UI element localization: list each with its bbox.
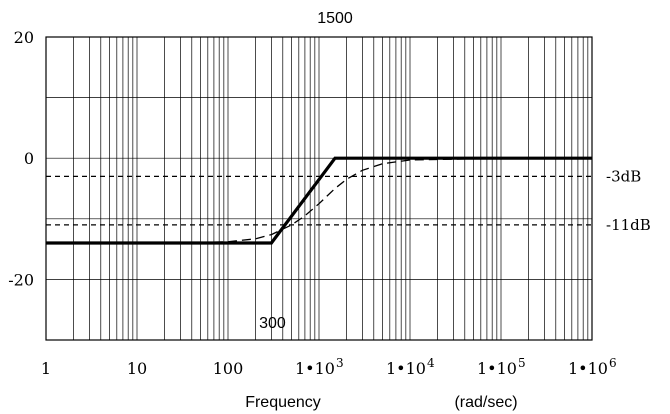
reference-line-label: -11dB [606,216,651,234]
x-tick-label: 1 [41,359,51,378]
reference-line-label: -3dB [606,167,641,185]
x-tick-label: 10 [127,359,147,378]
annotations: 1500 300 [259,10,353,332]
x-tick-exponent: 5 [518,356,526,370]
x-axis-unit: (rad/sec) [454,394,517,411]
series-group [46,156,592,245]
actual-magnitude-curve [46,157,592,244]
x-tick-labels: 1 10 100 1•10 3 1•10 4 1•10 5 1•10 6 [41,356,617,378]
y-tick-label: -20 [8,270,34,289]
x-tick-label: 1•10 [477,359,517,378]
y-tick-labels: 20 0 -20 [8,28,34,289]
annotation-label: 300 [259,315,286,332]
x-tick-exponent: 3 [336,356,344,370]
reference-line-labels: -3dB -11dB [606,167,651,233]
x-tick-label: 100 [213,359,244,378]
x-tick-label: 1•10 [386,359,426,378]
y-tick-label: 0 [24,149,34,168]
x-tick-label: 1•10 [568,359,608,378]
grid [46,37,592,340]
x-tick-exponent: 6 [609,356,617,370]
y-tick-label: 20 [14,28,34,47]
plot-frame [45,36,593,341]
reference-lines [46,175,592,226]
annotation-label: 1500 [317,10,353,27]
x-axis-label: Frequency [245,394,321,411]
x-tick-label: 1•10 [295,359,335,378]
x-tick-exponent: 4 [427,356,435,370]
